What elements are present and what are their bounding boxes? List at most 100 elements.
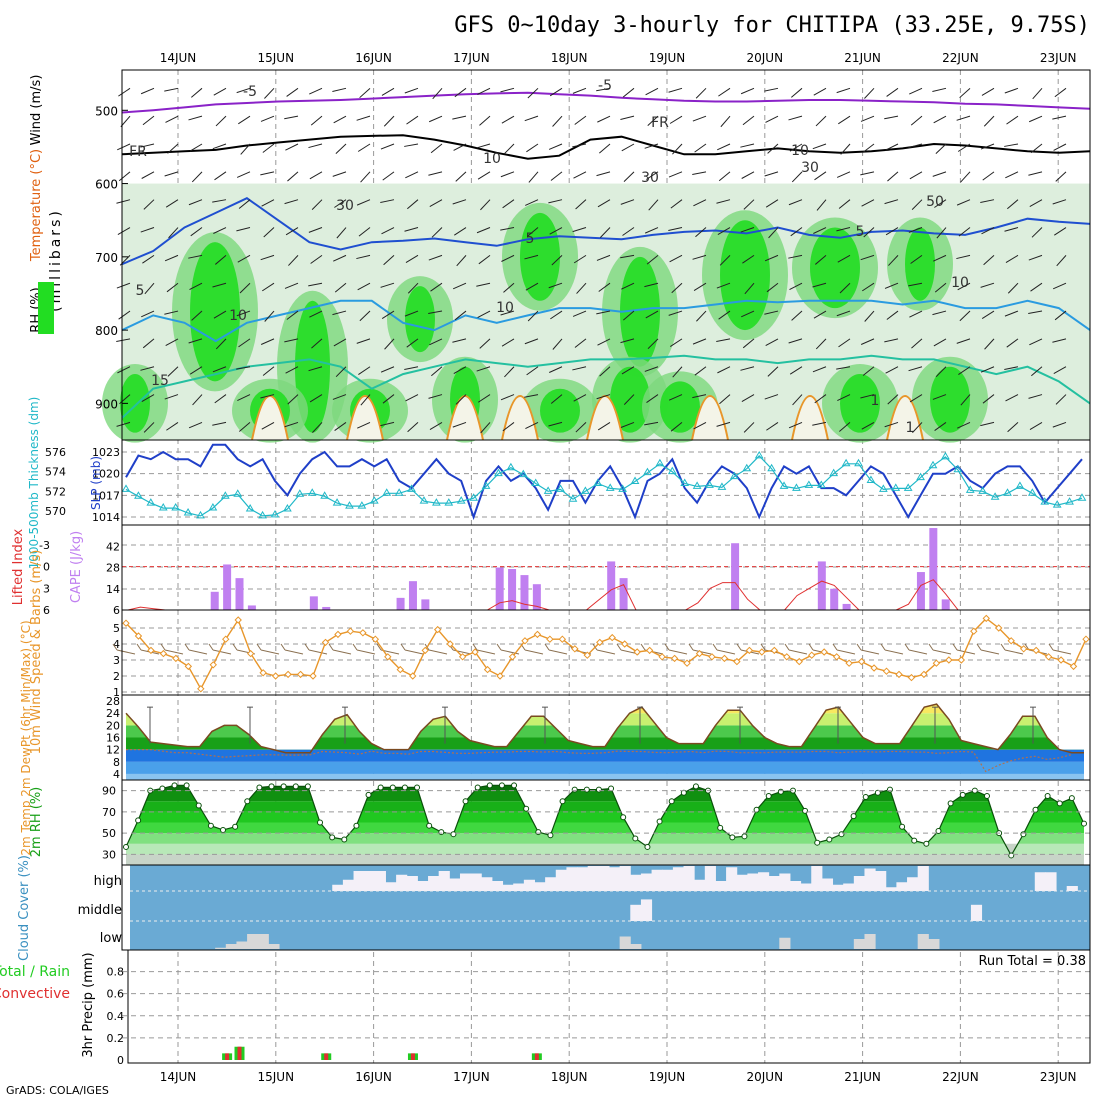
thickness-marker [1065,497,1074,505]
thickness-marker [792,483,801,491]
wind-barb [888,255,899,266]
wind-barb [236,227,251,232]
wind-speed-marker [147,646,155,655]
wind-barb [692,115,707,122]
rh-marker [668,798,675,805]
wind-barb [477,310,491,318]
thickness-marker [245,504,255,512]
wind-barb [572,310,587,317]
wind-barb [142,254,155,264]
wind-speed-marker [783,653,791,661]
contour-label: 5 [526,231,535,247]
wind-barb [935,143,947,155]
wind-barb [791,171,803,183]
wind-barb [142,115,155,126]
wind-barb [1052,199,1067,205]
wind-barb [572,366,587,371]
cloud-cover-bar [459,873,472,891]
wind-speed-marker [321,638,330,647]
rh-axis-label: 2m RH (%) [29,787,44,858]
pressure-tick-label: 700 [95,251,118,265]
wind-barb [428,171,443,176]
li-tick-label: -3 [39,539,50,552]
wind-barb [550,394,563,404]
wind-speed-marker [808,651,816,659]
wind-barb [933,254,947,262]
cape-bar [421,599,430,610]
wind-barb [1053,366,1067,374]
rh-shade-90 [810,227,860,309]
wind-barb [621,143,635,152]
wind-barb [694,366,707,376]
cloud-cover-bar [864,934,876,949]
wind-barb [669,115,683,124]
wind-barb [692,394,707,399]
thickness-marker [717,482,727,490]
rh-marker [1081,820,1087,827]
pressure-tick-label: 600 [95,178,118,192]
cloud-cover-bar [1034,872,1046,891]
wind-barb [575,422,587,433]
wind-barb [429,421,443,431]
rh-marker [583,786,590,793]
rh-marker [935,828,942,834]
thickness-tick-label: 572 [45,485,66,498]
wind-barb [956,199,971,206]
wind-barb-10m [832,643,838,651]
wind-barb [500,171,515,178]
date-label-bottom: 20JUN [747,1070,784,1084]
thickness-marker [816,480,826,488]
cloud-cover-bar [406,876,418,891]
wind-barb-10m [788,649,808,655]
wind-speed-marker [633,648,641,656]
rh-marker [304,783,311,790]
wind-barb [500,87,515,93]
wind-speed-marker [1044,653,1053,661]
precip-convective-bar [225,1053,230,1060]
wind-barb [525,199,539,206]
wind-barb [212,282,227,288]
wind-barb [959,310,971,322]
wind-barb [1028,310,1043,314]
wind-barb [742,338,755,349]
wind-barb [716,421,731,427]
wind-barb [742,254,755,264]
rh-marker [850,813,857,820]
cloud-cover-bar [758,872,770,891]
wind-barb-10m [976,643,982,651]
wind-barb [188,254,203,259]
wind-barb [215,115,227,127]
wind-barb [478,394,491,403]
wind-speed-marker [197,685,205,693]
wind-barb [764,394,779,400]
date-label-bottom: 22JUN [942,1070,979,1084]
wind-barb [1006,115,1019,125]
wind-barb [501,115,515,124]
wind-barb-10m [400,643,406,651]
wind-barb [428,394,443,399]
rh-marker [1068,795,1075,802]
wind-barb [960,394,971,406]
cloud-cover-bar [247,934,259,949]
wind-barb [668,171,683,178]
rh-marker [862,794,869,800]
wind-barb [620,199,635,205]
temp-axis-label: 2m Temp 2m DewPt (6hr Min/Max) (°C) [19,620,33,855]
wind-barb [1028,254,1043,261]
contour-label: FR [651,115,669,131]
wind-barb [310,115,323,126]
wind-barb-10m [208,643,214,651]
cloud-cover-bar [907,877,919,891]
wind-barb [983,254,995,266]
wind-barb [767,366,779,377]
wind-barb [789,282,803,290]
wind-speed-marker [558,635,567,643]
wind-barb [959,87,971,99]
wind-barb [620,338,635,344]
wind-barb [166,422,179,431]
wind-barb [476,143,491,149]
wind-barb-10m [860,649,880,655]
wind-barb [981,310,995,319]
wind-barb [192,394,203,406]
wind-barb [644,227,659,234]
